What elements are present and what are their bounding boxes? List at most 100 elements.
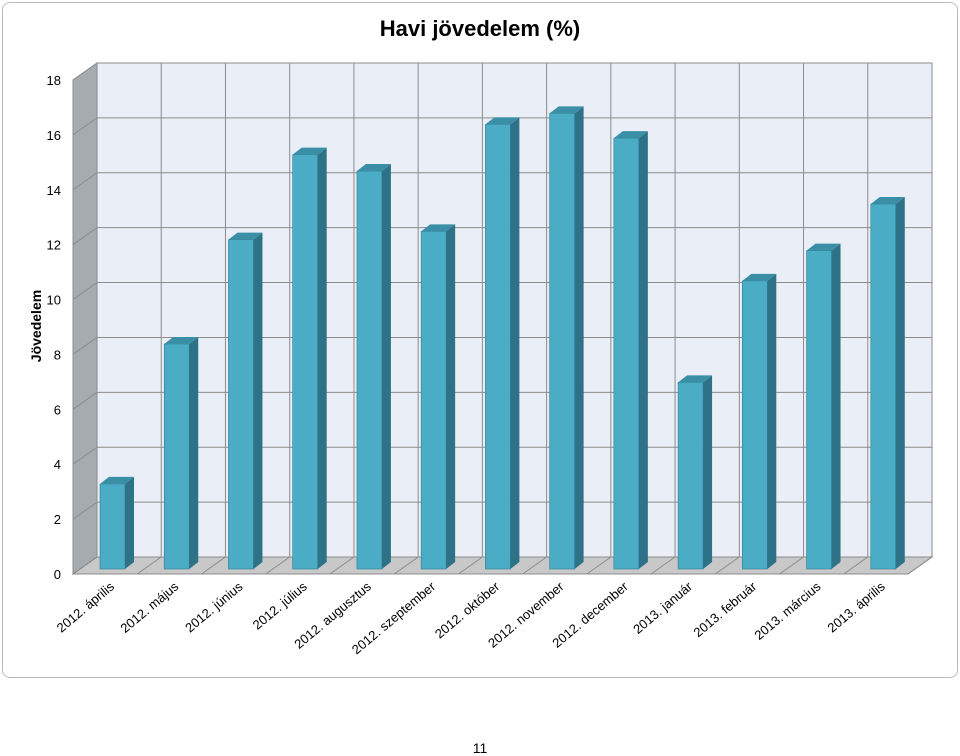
floor-divider (72, 556, 98, 575)
x-tick-label: 2013. január (630, 578, 696, 636)
floor-divider (136, 556, 162, 575)
bar-side (831, 243, 841, 569)
gridline-side (72, 227, 98, 246)
y-tick-label: 2 (54, 512, 61, 527)
gridline-side (72, 117, 98, 136)
bar-top (485, 117, 520, 125)
y-tick-label: 10 (47, 293, 61, 308)
bar-side (510, 117, 520, 570)
bar (420, 224, 456, 570)
bar (356, 164, 391, 570)
bar-front (292, 154, 318, 570)
bar-side (574, 106, 584, 569)
floor-divider (522, 556, 547, 575)
bar-top (421, 224, 456, 232)
y-tick-label: 12 (47, 238, 61, 253)
gridline-side (72, 337, 98, 355)
bar (870, 196, 905, 570)
bar-front (163, 343, 190, 570)
bar (549, 106, 584, 570)
bar-side (189, 336, 199, 569)
x-tick-label: 2013. április (824, 578, 888, 635)
bar-side (125, 476, 134, 569)
floor-divider (201, 556, 226, 575)
floor-divider (843, 556, 869, 575)
bar-side (767, 273, 777, 569)
bar (677, 375, 713, 570)
bar-chart: 0 2 4 6 8 10 12 14 16 18 2012. április 2012. május… (28, 16, 934, 657)
bar-top (356, 164, 391, 172)
y-tick-label: 14 (47, 183, 61, 198)
gridline-side (72, 172, 98, 191)
bar-side (446, 224, 456, 569)
bar-top (292, 147, 327, 155)
floor-divider (586, 556, 612, 575)
bar (613, 131, 648, 570)
x-tick-labels: 2012. április 2012. május 2012. június 2012… (54, 578, 888, 657)
floor-divider (265, 556, 290, 575)
x-tick-label: 2013. március (751, 578, 824, 642)
bar (163, 336, 199, 570)
bar-top (742, 273, 777, 281)
bar-top (228, 232, 263, 240)
y-tick-label: 8 (54, 347, 61, 362)
bars (99, 106, 905, 570)
bar-front (677, 382, 704, 570)
x-tick-label: 2012. július (250, 578, 310, 632)
bar-front (870, 203, 897, 570)
y-tick-label: 6 (54, 402, 61, 417)
bar-side (895, 196, 905, 569)
y-axis-title: Jövedelem (28, 290, 44, 362)
floor-divider (458, 556, 483, 575)
bar-front (806, 250, 832, 570)
y-tick-labels: 0 2 4 6 8 10 12 14 16 18 (47, 73, 61, 582)
bar (806, 243, 841, 570)
bar-front (742, 280, 768, 570)
bar-top (164, 336, 199, 344)
y-tick-label: 16 (47, 128, 61, 143)
bar-front (485, 124, 511, 570)
floor-divider (393, 556, 419, 575)
bar-side (253, 232, 263, 569)
y-tick-label: 0 (54, 567, 61, 582)
floor-divider (779, 556, 804, 575)
bar (485, 117, 520, 570)
bar-top (549, 106, 584, 114)
x-tick-label: 2012. május (117, 578, 181, 635)
bar-front (420, 231, 447, 570)
bar-top (870, 196, 905, 204)
bar-side (317, 147, 327, 570)
bar-front (356, 170, 383, 570)
gridline-side (72, 501, 98, 520)
bar-side (703, 375, 713, 569)
y-tick-label: 18 (47, 73, 61, 88)
bar-top (678, 375, 713, 383)
bar (228, 232, 263, 570)
floor-divider (329, 556, 355, 575)
bar (292, 147, 327, 570)
bar-top (806, 243, 841, 251)
y-tick-label: 4 (54, 457, 61, 472)
floor-divider (650, 556, 676, 575)
bar-front (228, 239, 254, 570)
bar-front (613, 137, 640, 570)
gridline-side (72, 391, 98, 410)
x-tick-label: 2013. február (690, 578, 759, 640)
floor-divider (907, 556, 933, 575)
bar-side (381, 164, 391, 570)
bar-side (638, 131, 648, 569)
gridline-side (72, 282, 98, 300)
bar-top (100, 476, 134, 484)
bar (742, 273, 777, 570)
x-tick-label: 2012. június (182, 578, 246, 635)
floor-divider (715, 556, 740, 575)
bar-front (549, 113, 575, 570)
chart-title: Havi jövedelem (%) (380, 16, 581, 41)
x-tick-label: 2012. április (54, 578, 118, 635)
gridline-side (72, 62, 98, 81)
bar-top (613, 131, 648, 139)
bar (99, 476, 134, 570)
side-wall (72, 62, 98, 575)
gridline-side (72, 446, 98, 465)
bar-front (99, 483, 126, 570)
